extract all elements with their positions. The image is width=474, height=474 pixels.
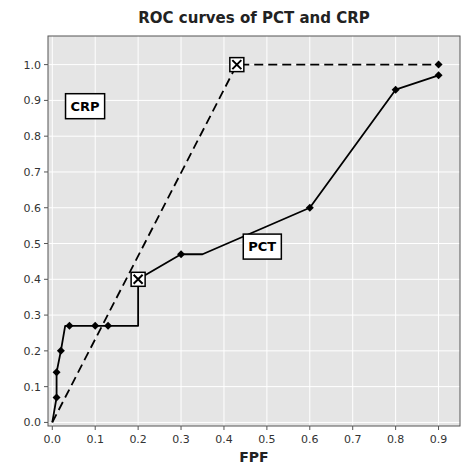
x-tick-label: 0.5 [258, 433, 276, 446]
optimal-square [131, 272, 145, 286]
y-tick-label: 0.4 [24, 273, 42, 286]
y-tick [44, 171, 48, 172]
x-tick [138, 426, 139, 430]
x-tick-label: 0.6 [301, 433, 319, 446]
diamond-marker [53, 393, 61, 401]
y-tick [44, 386, 48, 387]
y-tick [44, 64, 48, 65]
x-tick-label: 0.9 [430, 433, 448, 446]
x-tick [181, 426, 182, 430]
y-grid-line [48, 350, 460, 351]
y-tick [44, 422, 48, 423]
diamond-marker [177, 250, 185, 258]
line [52, 75, 438, 422]
y-grid-line [48, 315, 460, 316]
y-tick [44, 243, 48, 244]
diamond-marker [435, 61, 443, 69]
x-tick-label: 0.4 [215, 433, 233, 446]
diamond-marker [65, 322, 73, 330]
diamond-marker [57, 347, 65, 355]
y-tick [44, 100, 48, 101]
x-tick [223, 426, 224, 430]
x-tick-label: 0.7 [344, 433, 362, 446]
y-tick [44, 315, 48, 316]
diamond-marker [104, 322, 112, 330]
x-tick [352, 426, 353, 430]
diamond-marker [53, 368, 61, 376]
x-tick-label: 0.0 [44, 433, 62, 446]
x-tick [395, 426, 396, 430]
grid [48, 36, 460, 426]
x-tick [309, 426, 310, 430]
x-tick-label: 0.3 [172, 433, 190, 446]
x-grid-line [52, 36, 53, 426]
diamond-marker [306, 204, 314, 212]
y-tick-label: 0.7 [24, 166, 42, 179]
y-grid-line [48, 207, 460, 208]
optimal-point [131, 272, 145, 286]
y-tick [44, 136, 48, 137]
series-label: CRP [66, 94, 105, 119]
x-grid-line [395, 36, 396, 426]
y-tick-label: 1.0 [24, 59, 42, 72]
diamond-marker [392, 86, 400, 94]
x-grid-line [352, 36, 353, 426]
optimal-cross [232, 60, 241, 69]
x-grid-line [223, 36, 224, 426]
x-tick [52, 426, 53, 430]
y-grid-line [48, 422, 460, 423]
y-tick-label: 0.0 [24, 416, 42, 429]
series-label-text: PCT [248, 239, 276, 254]
y-tick [44, 207, 48, 208]
y-tick [44, 279, 48, 280]
diamond-marker [435, 71, 443, 79]
x-grid-line [138, 36, 139, 426]
plot-frame [48, 36, 460, 426]
series-label-text: CRP [71, 99, 100, 114]
optimal-cross [134, 275, 143, 284]
optimal-point [230, 58, 244, 72]
x-tick-label: 0.2 [129, 433, 147, 446]
y-tick [44, 350, 48, 351]
y-tick-label: 0.3 [24, 309, 42, 322]
y-tick-label: 0.5 [24, 238, 42, 251]
x-grid-line [309, 36, 310, 426]
optimal-square [230, 58, 244, 72]
x-tick [438, 426, 439, 430]
y-grid-line [48, 386, 460, 387]
y-grid-line [48, 100, 460, 101]
x-grid-line [266, 36, 267, 426]
y-tick-label: 0.8 [24, 130, 42, 143]
series-label: PCT [243, 234, 281, 259]
y-tick-label: 0.9 [24, 94, 42, 107]
plot-background [48, 36, 460, 426]
x-tick-label: 0.1 [86, 433, 104, 446]
y-tick-label: 0.2 [24, 345, 42, 358]
series-label-box [243, 234, 281, 259]
x-tick [266, 426, 267, 430]
y-grid-line [48, 171, 460, 172]
chart: 0.0 0.1 0.2 0.3 0.4 0.5 0.6 0.7 0.8 0.9 0.0 0.1 0.2 0… [0, 0, 474, 474]
y-tick-label: 0.1 [24, 381, 42, 394]
series-label-box [66, 94, 105, 119]
x-grid-line [438, 36, 439, 426]
data [52, 58, 442, 423]
line [52, 65, 438, 423]
x-axis-label: FPF [239, 449, 268, 465]
y-grid-line [48, 279, 460, 280]
x-tick [95, 426, 96, 430]
y-grid-line [48, 136, 460, 137]
x-tick-label: 0.8 [387, 433, 405, 446]
diamond-marker [91, 322, 99, 330]
title: ROC curves of PCT and CRP [138, 9, 369, 27]
x-grid-line [181, 36, 182, 426]
y-tick-label: 0.6 [24, 202, 42, 215]
